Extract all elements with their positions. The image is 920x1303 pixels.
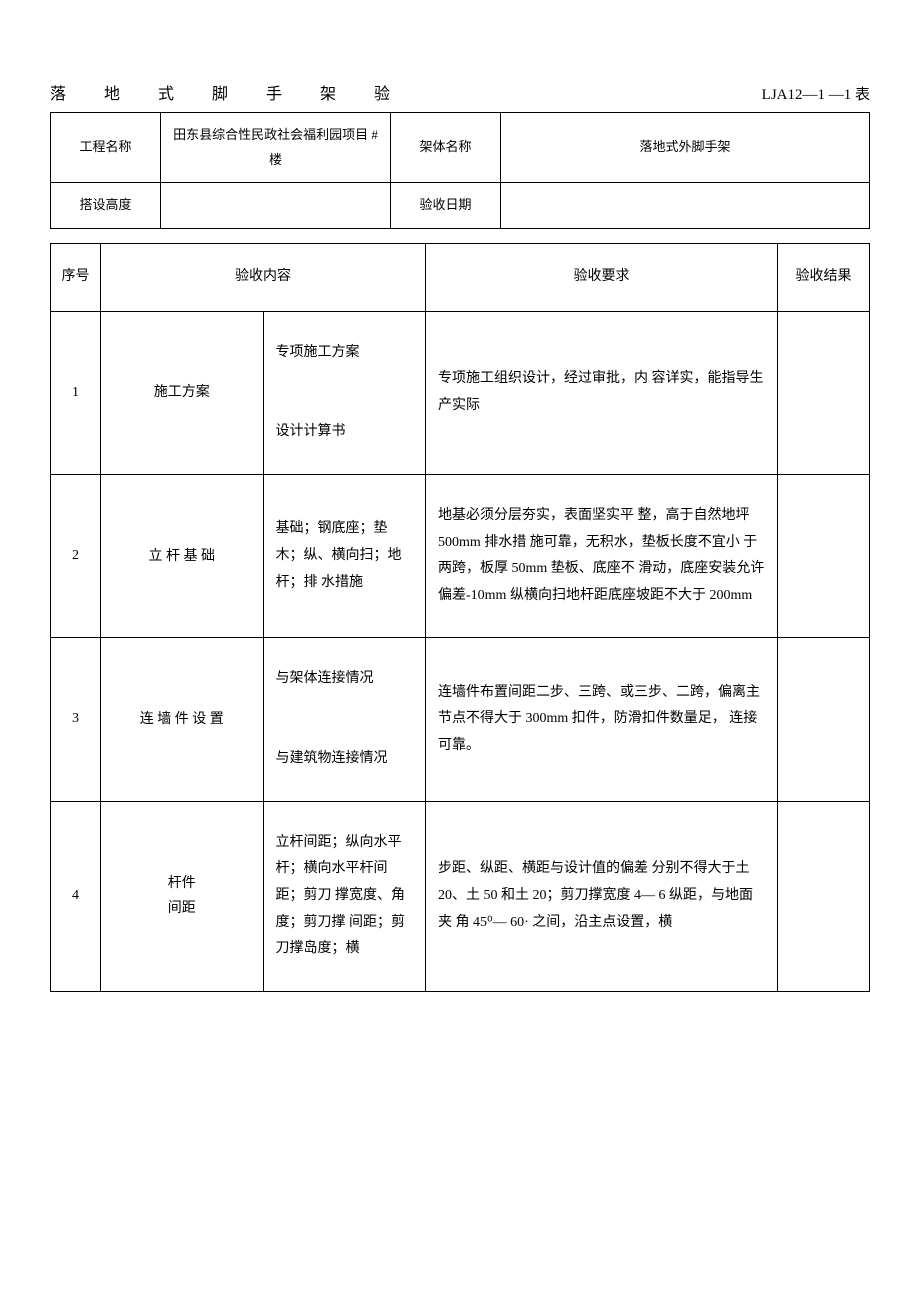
cell-content: 与架体连接情况与建筑物连接情况: [263, 638, 426, 801]
cell-seq: 3: [51, 638, 101, 801]
th-requirement: 验收要求: [426, 244, 778, 312]
inspection-table: 序号 验收内容 验收要求 验收结果 1 施工方案 专项施工方案设计计算书 专项施…: [50, 243, 870, 992]
cell-result: [778, 638, 870, 801]
label-setup-height: 搭设高度: [51, 183, 161, 229]
table-header-row: 序号 验收内容 验收要求 验收结果: [51, 244, 870, 312]
cell-content: 基础；钢底座；垫木；纵、横向扫；地杆；排 水措施: [263, 475, 426, 638]
table-row: 1 施工方案 专项施工方案设计计算书 专项施工组织设计，经过审批，内 容详实，能…: [51, 311, 870, 474]
title-main: 落地式脚手架验: [50, 80, 428, 104]
th-result: 验收结果: [778, 244, 870, 312]
value-setup-height: [161, 183, 391, 229]
cell-requirement: 地基必须分层夯实，表面坚实平 整，高于自然地坪 500mm 排水措 施可靠，无积…: [426, 475, 778, 638]
header-row-1: 工程名称 田东县综合性民政社会福利园项目 #楼 架体名称 落地式外脚手架: [51, 113, 870, 183]
cell-requirement: 连墙件布置间距二步、三跨、或三步、二跨，偏离主节点不得大于 300mm 扣件，防…: [426, 638, 778, 801]
cell-result: [778, 311, 870, 474]
cell-seq: 4: [51, 801, 101, 991]
label-frame-name: 架体名称: [391, 113, 501, 183]
cell-seq: 2: [51, 475, 101, 638]
title-code: LJA12—1 —1 表: [762, 83, 870, 104]
cell-result: [778, 801, 870, 991]
cell-category: 连 墙 件 设 置: [101, 638, 264, 801]
cell-content: 立杆间距；纵向水平杆；横向水平杆间距；剪刀 撑宽度、角度；剪刀撑 间距；剪刀撑岛…: [263, 801, 426, 991]
cell-result: [778, 475, 870, 638]
table-row: 3 连 墙 件 设 置 与架体连接情况与建筑物连接情况 连墙件布置间距二步、三跨…: [51, 638, 870, 801]
value-project-name: 田东县综合性民政社会福利园项目 #楼: [161, 113, 391, 183]
cell-content: 专项施工方案设计计算书: [263, 311, 426, 474]
table-row: 4 杆件间距 立杆间距；纵向水平杆；横向水平杆间距；剪刀 撑宽度、角度；剪刀撑 …: [51, 801, 870, 991]
label-accept-date: 验收日期: [391, 183, 501, 229]
document-title: 落地式脚手架验 LJA12—1 —1 表: [50, 80, 870, 104]
value-frame-name: 落地式外脚手架: [501, 113, 870, 183]
th-seq: 序号: [51, 244, 101, 312]
cell-category: 杆件间距: [101, 801, 264, 991]
label-project-name: 工程名称: [51, 113, 161, 183]
cell-category: 立 杆 基 础: [101, 475, 264, 638]
header-info-table: 工程名称 田东县综合性民政社会福利园项目 #楼 架体名称 落地式外脚手架 搭设高…: [50, 112, 870, 229]
cell-requirement: 专项施工组织设计，经过审批，内 容详实，能指导生产实际: [426, 311, 778, 474]
cell-requirement: 步距、纵距、横距与设计值的偏差 分别不得大于土 20、土 50 和土 20；剪刀…: [426, 801, 778, 991]
value-accept-date: [501, 183, 870, 229]
th-content: 验收内容: [101, 244, 426, 312]
cell-category: 施工方案: [101, 311, 264, 474]
header-row-2: 搭设高度 验收日期: [51, 183, 870, 229]
cell-seq: 1: [51, 311, 101, 474]
table-row: 2 立 杆 基 础 基础；钢底座；垫木；纵、横向扫；地杆；排 水措施 地基必须分…: [51, 475, 870, 638]
